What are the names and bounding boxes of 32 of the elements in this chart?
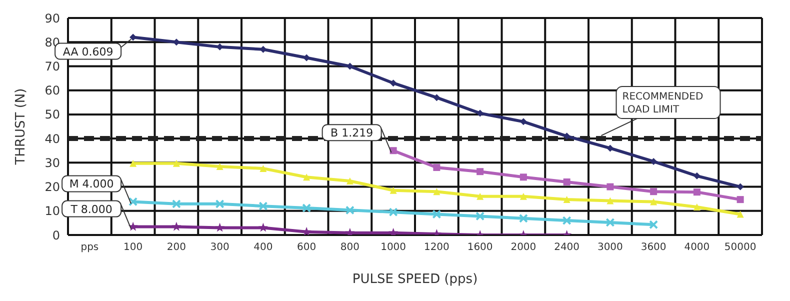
x-tick-label: 1600 [467,242,493,254]
y-tick-label: 60 [44,84,60,98]
x-tick-label: 50000 [724,242,756,254]
x-tick-label: pps [80,242,99,254]
y-tick-label: 30 [44,156,60,170]
x-tick-label: 1200 [424,242,450,254]
x-tick-label: 800 [340,242,360,254]
x-tick-label: 2400 [554,242,580,254]
x-tick-label: 2000 [510,242,536,254]
y-tick-label: 70 [44,59,60,74]
series-label: T 8.000 [70,202,112,216]
y-tick-label: 50 [44,108,60,122]
x-tick-label: 1000 [380,242,406,254]
y-tick-label: 0 [52,228,60,242]
y-tick-label: 20 [44,180,60,194]
y-axis-title: THRUST (N) [14,88,29,166]
ref-line-label: RECOMMENDED LOAD LIMIT [622,92,704,116]
y-tick-label: 40 [44,132,60,146]
y-tick-label: 10 [44,204,60,218]
x-tick-label: 4000 [684,242,710,254]
x-tick-label: 100 [124,242,143,254]
x-tick-label: 600 [297,242,316,254]
x-tick-label: 200 [166,242,186,254]
x-tick-label: 3600 [640,242,666,254]
series-label: M 4.000 [69,178,114,191]
y-tick-label: 90 [44,11,60,26]
series-label: B 1.219 [330,126,374,140]
x-tick-label: 300 [210,242,230,254]
x-tick-label: 400 [254,242,273,254]
series-label: AA 0.609 [62,45,114,58]
x-tick-label: 3000 [597,242,623,254]
x-axis-title: PULSE SPEED (pps) [352,272,478,287]
